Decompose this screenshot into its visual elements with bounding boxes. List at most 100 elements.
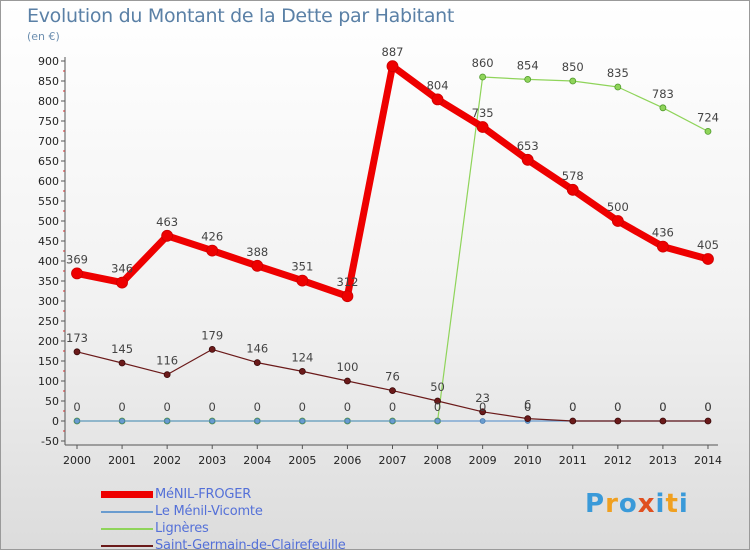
legend-label: Le Ménil-Vicomte [155, 504, 263, 519]
logo-letter: x [637, 489, 656, 519]
y-tick-label: 0 [52, 415, 59, 428]
data-point-saint-germain-de-clairefeuille [479, 408, 487, 416]
data-label-menil-froger: 804 [427, 78, 449, 92]
logo-letter: o [618, 489, 638, 519]
data-label-menil-froger: 735 [472, 106, 494, 120]
data-label-le-menil-vicomte: 0 [163, 400, 170, 414]
data-point-le-menil-vicomte [434, 418, 441, 424]
x-tick-label: 2012 [604, 454, 632, 467]
y-tick-label: -50 [41, 435, 59, 448]
data-point-saint-germain-de-clairefeuille [614, 417, 622, 425]
data-label-le-menil-vicomte: 0 [479, 400, 486, 414]
proxiti-logo: Proxiti [585, 489, 689, 519]
data-point-ligneres [524, 76, 532, 83]
data-label-le-menil-vicomte: 0 [704, 400, 711, 414]
legend-item-le-menil-vicomte: Le Ménil-Vicomte [101, 503, 346, 520]
chart-title: Evolution du Montant de la Dette par Hab… [27, 5, 455, 27]
data-point-menil-froger [702, 253, 714, 265]
data-point-menil-froger [341, 290, 354, 303]
x-tick-label: 2014 [694, 454, 722, 467]
y-tick-label: 550 [38, 195, 59, 208]
data-point-saint-germain-de-clairefeuille [659, 417, 667, 425]
data-label-saint-germain-de-clairefeuille: 6 [524, 398, 531, 412]
x-tick-label: 2000 [63, 454, 91, 467]
data-label-saint-germain-de-clairefeuille: 50 [430, 380, 445, 394]
data-point-menil-froger [161, 229, 174, 242]
data-label-menil-froger: 351 [291, 260, 313, 274]
data-point-menil-froger [116, 276, 128, 289]
data-label-le-menil-vicomte: 0 [118, 400, 125, 414]
y-tick-label: 150 [38, 355, 59, 368]
x-tick-label: 2009 [469, 454, 497, 467]
logo-letter: P [585, 489, 606, 519]
x-tick-label: 2008 [424, 454, 452, 467]
data-label-menil-froger: 436 [652, 226, 674, 240]
data-label-le-menil-vicomte: 0 [569, 400, 576, 414]
data-label-menil-froger: 463 [156, 215, 178, 229]
data-label-saint-germain-de-clairefeuille: 0 [614, 400, 621, 414]
y-tick-label: 250 [38, 315, 59, 328]
legend-label: Lignères [155, 521, 209, 536]
data-point-saint-germain-de-clairefeuille [73, 348, 81, 356]
y-tick-label: 500 [38, 215, 59, 228]
data-label-menil-froger: 887 [382, 45, 404, 59]
data-point-le-menil-vicomte [479, 418, 486, 424]
data-label-le-menil-vicomte: 0 [299, 400, 306, 414]
y-tick-label: 700 [38, 135, 59, 148]
logo-letter: r [605, 489, 619, 519]
data-label-ligneres: 860 [472, 56, 494, 70]
x-tick-label: 2007 [378, 454, 406, 467]
y-tick-label: 450 [38, 235, 59, 248]
y-tick-label: 100 [38, 375, 59, 388]
data-point-le-menil-vicomte [119, 418, 125, 424]
legend-item-ligneres: Lignères [101, 520, 346, 537]
data-point-ligneres [614, 83, 622, 91]
data-point-le-menil-vicomte [164, 418, 171, 424]
data-label-menil-froger: 369 [66, 252, 88, 266]
data-point-menil-froger [657, 240, 669, 253]
data-point-le-menil-vicomte [389, 418, 396, 424]
data-point-menil-froger [476, 121, 489, 133]
data-point-saint-germain-de-clairefeuille [253, 359, 261, 367]
data-label-menil-froger: 653 [517, 139, 539, 153]
data-point-saint-germain-de-clairefeuille [704, 417, 712, 425]
y-tick-label: 600 [38, 175, 59, 188]
logo-letter: i [678, 489, 689, 519]
data-label-saint-germain-de-clairefeuille: 173 [66, 331, 88, 345]
data-point-menil-froger [611, 215, 624, 227]
data-point-saint-germain-de-clairefeuille [208, 345, 216, 353]
data-label-saint-germain-de-clairefeuille: 146 [246, 342, 268, 356]
data-point-ligneres [704, 127, 712, 135]
y-tick-label: 650 [38, 155, 59, 168]
y-tick-label: 300 [38, 295, 59, 308]
data-point-menil-froger [431, 93, 444, 106]
data-point-saint-germain-de-clairefeuille [118, 359, 126, 367]
data-point-menil-froger [386, 60, 399, 73]
data-point-saint-germain-de-clairefeuille [569, 417, 577, 425]
data-label-menil-froger: 405 [697, 238, 719, 252]
data-label-saint-germain-de-clairefeuille: 0 [704, 400, 711, 414]
data-point-ligneres [569, 77, 577, 85]
data-label-le-menil-vicomte: 0 [434, 400, 441, 414]
data-label-saint-germain-de-clairefeuille: 145 [111, 342, 133, 356]
x-tick-label: 2011 [559, 454, 587, 467]
data-point-ligneres [659, 104, 667, 112]
data-label-menil-froger: 500 [607, 200, 629, 214]
logo-letter: t [665, 489, 679, 519]
data-label-menil-froger: 426 [201, 230, 223, 244]
data-label-ligneres: 850 [562, 60, 584, 74]
data-label-ligneres: 724 [697, 110, 719, 124]
data-label-menil-froger: 578 [562, 169, 584, 183]
legend-item-menil-froger: MéNIL-FROGER [101, 486, 346, 503]
data-point-saint-germain-de-clairefeuille [163, 371, 171, 379]
data-label-le-menil-vicomte: 0 [614, 400, 621, 414]
logo-letter: i [655, 489, 666, 519]
x-tick-label: 2001 [108, 454, 136, 467]
data-label-menil-froger: 346 [111, 262, 133, 276]
series-line-menil-froger [73, 62, 712, 300]
data-point-menil-froger [206, 244, 219, 257]
x-tick-label: 2002 [153, 454, 181, 467]
x-tick-label: 2004 [243, 454, 271, 467]
data-point-menil-froger [521, 153, 534, 166]
legend-item-saint-germain-de-clairefeuille: Saint-Germain-de-Clairefeuille [101, 537, 346, 549]
